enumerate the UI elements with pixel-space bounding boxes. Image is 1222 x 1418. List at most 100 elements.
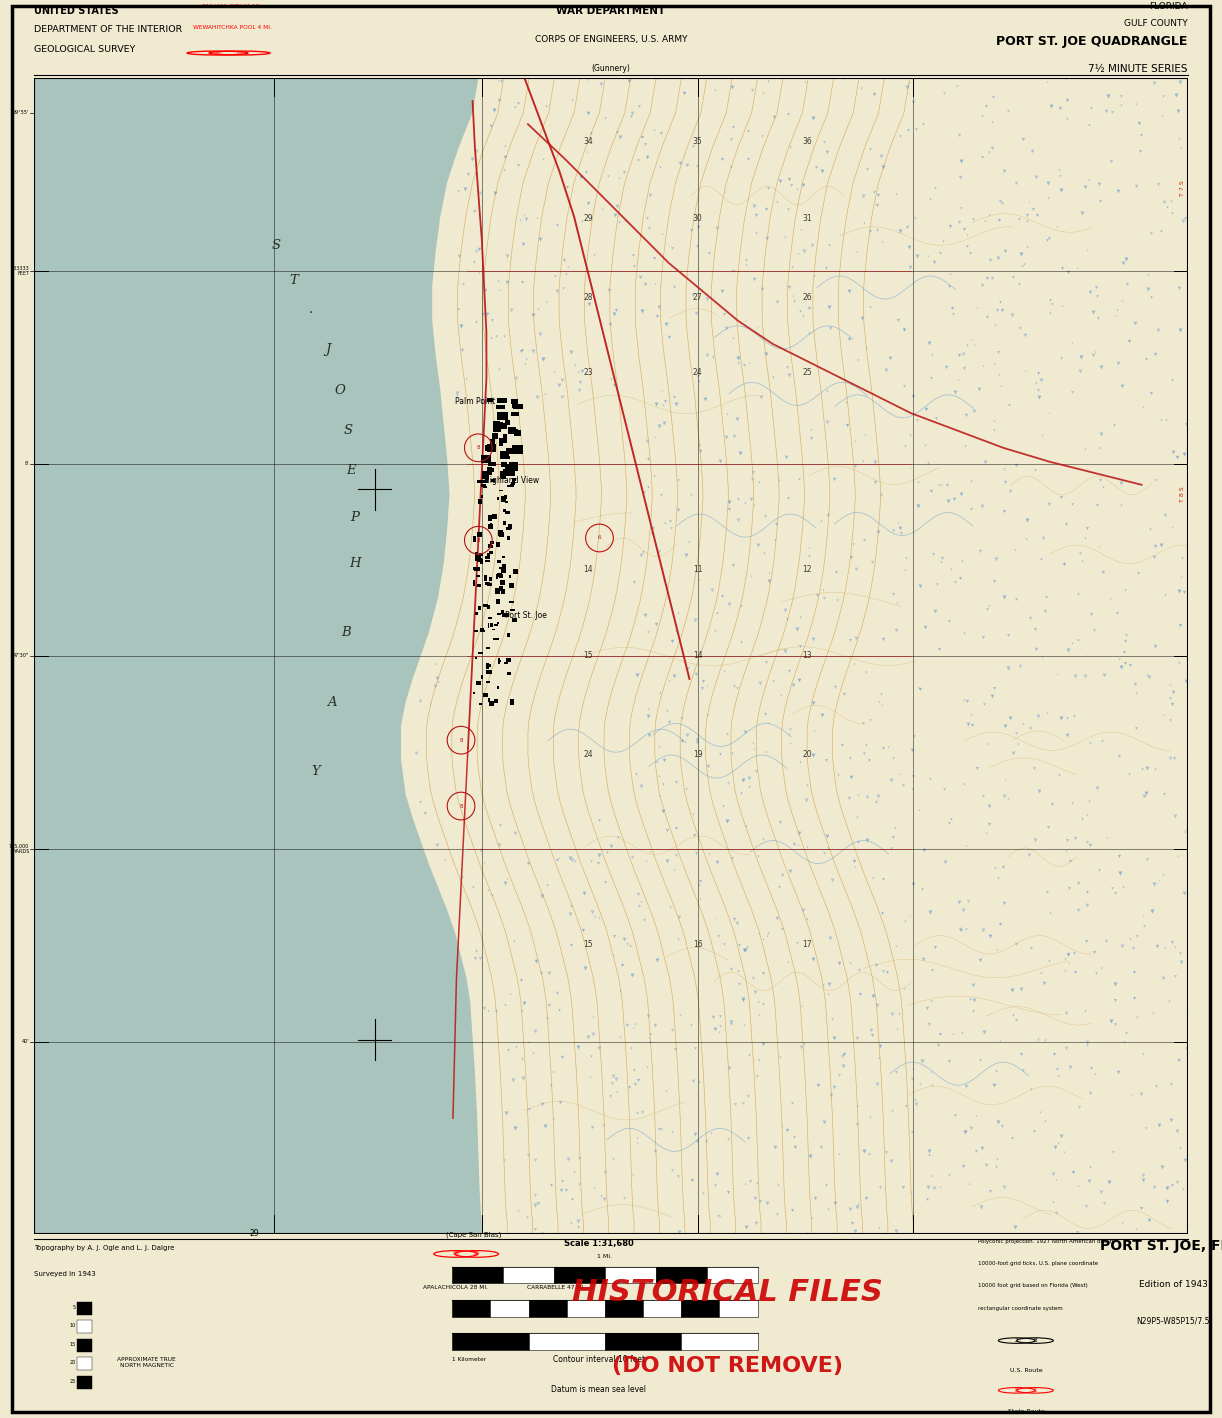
Bar <box>512 618 517 623</box>
Bar <box>511 398 518 404</box>
Bar <box>512 478 516 481</box>
Text: 1 Mi.: 1 Mi. <box>598 1255 612 1259</box>
Bar <box>499 489 503 492</box>
Bar <box>475 611 478 615</box>
Text: Scale 1:31,680: Scale 1:31,680 <box>563 1239 634 1248</box>
Text: 14: 14 <box>583 564 593 574</box>
Text: 20: 20 <box>803 750 811 759</box>
Bar <box>483 604 488 607</box>
Text: 29: 29 <box>249 1229 259 1238</box>
Bar <box>488 397 494 403</box>
Bar <box>77 1375 92 1388</box>
Bar <box>490 1300 528 1316</box>
Bar <box>500 580 505 586</box>
Bar <box>503 495 507 498</box>
Bar <box>489 552 492 554</box>
Text: 24: 24 <box>583 750 593 759</box>
Bar <box>682 1333 758 1350</box>
Bar <box>500 451 510 459</box>
Bar <box>499 567 505 569</box>
Bar <box>481 675 484 679</box>
Bar <box>488 664 491 668</box>
Text: WAR DEPARTMENT: WAR DEPARTMENT <box>556 6 666 16</box>
Text: 98: 98 <box>214 51 221 55</box>
Bar <box>499 438 503 445</box>
Bar <box>512 479 514 485</box>
Bar <box>497 413 508 420</box>
Bar <box>507 536 510 540</box>
Text: 20: 20 <box>70 1360 76 1366</box>
Text: 28: 28 <box>583 294 593 302</box>
Text: GEOLOGICAL SURVEY: GEOLOGICAL SURVEY <box>34 45 136 54</box>
Text: 705,000
YARDS: 705,000 YARDS <box>9 844 29 854</box>
Bar <box>477 574 480 577</box>
Bar <box>508 523 512 529</box>
Bar <box>511 608 514 611</box>
Text: 26: 26 <box>803 294 811 302</box>
Text: H: H <box>349 557 360 570</box>
Bar <box>497 398 507 403</box>
Bar <box>499 530 503 533</box>
Text: PANAMA CITY 61 MI.: PANAMA CITY 61 MI. <box>203 4 262 9</box>
Bar <box>479 553 483 556</box>
Bar <box>508 427 516 434</box>
Text: N29P5-W85P15/7.5: N29P5-W85P15/7.5 <box>1136 1316 1210 1326</box>
Bar <box>452 1300 490 1316</box>
Text: 35: 35 <box>693 138 703 146</box>
Text: 10000-foot grid ticks, U.S. plane coordinate: 10000-foot grid ticks, U.S. plane coordi… <box>978 1262 1097 1266</box>
Bar <box>481 472 484 478</box>
Text: 27: 27 <box>693 294 703 302</box>
Bar <box>706 1266 758 1283</box>
Bar <box>506 448 517 454</box>
Bar <box>510 583 514 588</box>
Bar <box>485 581 490 586</box>
Bar <box>502 613 507 617</box>
Bar <box>605 1266 656 1283</box>
Bar <box>503 509 506 512</box>
Text: Highland View: Highland View <box>484 475 539 485</box>
Bar <box>486 553 490 557</box>
Bar <box>497 560 501 563</box>
Text: Y: Y <box>312 764 320 778</box>
Bar <box>512 482 514 485</box>
Bar <box>485 560 490 563</box>
Text: U.S. Route: U.S. Route <box>1011 1368 1042 1373</box>
Bar <box>503 434 507 442</box>
Bar <box>488 515 492 520</box>
Bar <box>486 669 491 674</box>
Bar <box>490 542 494 545</box>
Bar <box>505 512 510 513</box>
Bar <box>510 462 518 471</box>
Text: 10: 10 <box>70 1323 76 1329</box>
Text: 8: 8 <box>1015 1388 1018 1392</box>
Text: Surveyed in 1943: Surveyed in 1943 <box>34 1271 97 1276</box>
Bar <box>494 421 500 430</box>
Text: 8: 8 <box>477 537 480 543</box>
Text: PORT ST. JOE, FLA.: PORT ST. JOE, FLA. <box>1100 1239 1222 1254</box>
Text: 13: 13 <box>803 651 811 661</box>
Bar <box>475 556 480 560</box>
Text: 30: 30 <box>473 1252 480 1256</box>
Bar <box>501 476 506 479</box>
Bar <box>505 464 511 471</box>
Bar <box>567 1300 605 1316</box>
Text: 8: 8 <box>1034 1339 1036 1343</box>
Text: 6: 6 <box>598 536 601 540</box>
Text: J: J <box>326 343 331 356</box>
Text: P: P <box>351 510 359 523</box>
Bar <box>513 430 521 435</box>
Text: .: . <box>309 302 313 316</box>
Bar <box>473 567 478 570</box>
Bar <box>494 638 499 641</box>
Bar <box>490 440 495 448</box>
Text: APPROXIMATE TRUE
NORTH MAGNETIC: APPROXIMATE TRUE NORTH MAGNETIC <box>117 1357 176 1368</box>
Bar <box>477 584 480 587</box>
Bar <box>484 693 488 698</box>
Bar <box>479 559 484 564</box>
Text: T: T <box>290 274 298 286</box>
Text: Contour interval 10 feet: Contour interval 10 feet <box>552 1356 645 1364</box>
Bar <box>77 1357 92 1370</box>
Bar <box>496 542 500 547</box>
Bar <box>77 1339 92 1351</box>
Text: 23: 23 <box>583 369 593 377</box>
